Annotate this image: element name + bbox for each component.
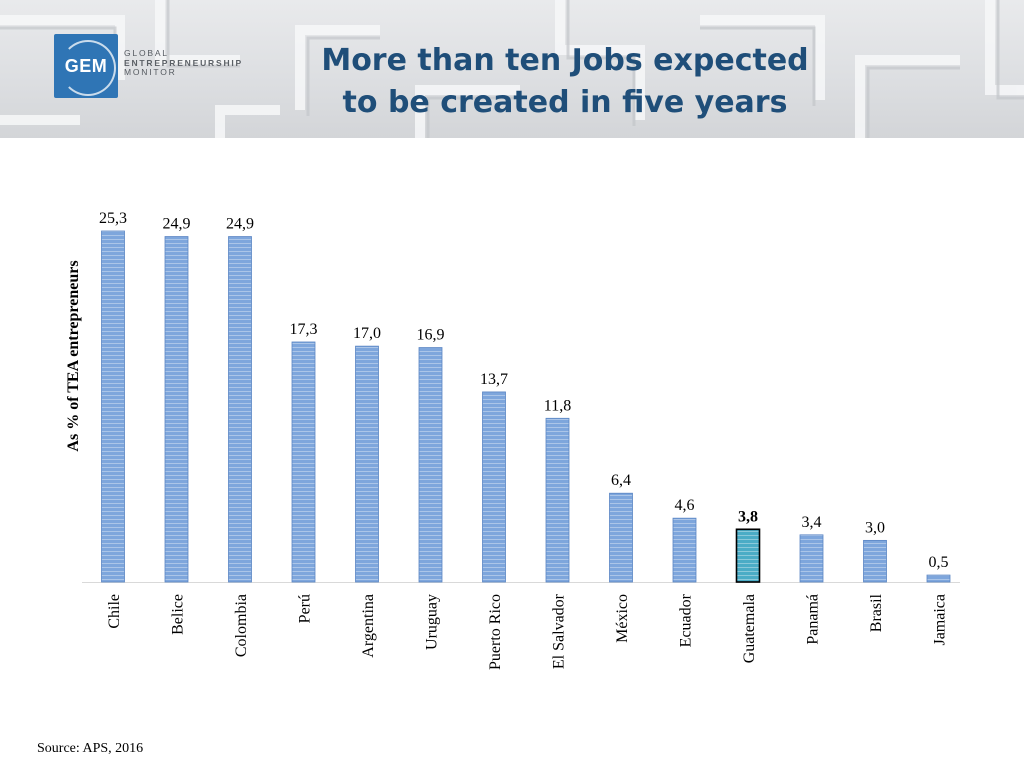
bar-per- [291,341,316,583]
bar-el-salvador [545,417,570,583]
category-label-guatemala: Guatemala [741,594,758,663]
data-label-per-: 17,3 [290,321,318,338]
data-label-jamaica: 0,5 [929,554,949,571]
data-label-uruguay: 16,9 [417,327,445,344]
category-label-belice: Belice [170,594,187,635]
data-label-m-xico: 6,4 [611,472,631,489]
bar-uruguay [418,347,443,583]
title-line-1: More than ten Jobs expected [321,43,809,78]
data-label-brasil: 3,0 [865,519,885,536]
data-label-puerto-rico: 13,7 [480,371,508,388]
data-label-argentina: 17,0 [353,325,381,342]
source-note: Source: APS, 2016 [37,741,144,756]
slide-title: More than ten Jobs expected to be create… [260,40,870,124]
y-axis-label: As % of TEA entrepreneurs [65,260,82,451]
bar-m-xico [609,492,633,583]
category-label-el-salvador: El Salvador [551,593,568,669]
category-label-chile: Chile [106,594,123,629]
category-label-argentina: Argentina [360,594,377,658]
logo-word-1: GLOBAL [124,48,169,58]
data-label-belice: 24,9 [163,216,191,233]
data-label-chile: 25,3 [99,210,127,227]
category-label-panam-: Panamá [805,594,822,645]
bar-chile [101,230,125,583]
category-label-brasil: Brasil [868,593,885,632]
category-label-per-: Perú [297,594,314,623]
bar-guatemala [735,528,761,583]
title-line-2: to be created in five years [342,85,788,120]
logo-word-3: MONITOR [124,67,177,77]
category-label-uruguay: Uruguay [424,594,441,650]
logo-wordmark: GLOBAL ENTREPRENEURSHIP MONITOR [124,48,244,78]
category-label-colombia: Colombia [233,594,250,657]
data-label-el-salvador: 11,8 [544,397,571,414]
bar-panam- [799,534,824,583]
data-label-ecuador: 4,6 [675,497,695,514]
data-label-colombia: 24,9 [226,216,254,233]
gem-logo: GEM [54,34,118,98]
data-label-guatemala: 3,8 [738,508,758,525]
bar-brasil [863,539,887,583]
bar-ecuador [672,517,697,583]
logo-ring-icon [60,40,116,96]
bar-colombia [228,236,252,583]
category-label-m-xico: México [614,594,631,643]
bar-belice [164,236,189,583]
bar-argentina [355,345,379,583]
category-label-jamaica: Jamaica [932,594,949,646]
bar-jamaica [926,574,951,583]
bar-puerto-rico [482,391,506,583]
data-label-panam-: 3,4 [802,514,822,531]
category-label-ecuador: Ecuador [678,593,695,647]
category-label-puerto-rico: Puerto Rico [487,594,504,670]
logo-word-2: ENTREPRENEURSHIP [124,57,244,68]
slide-header: GEM GLOBAL ENTREPRENEURSHIP MONITOR More… [0,0,1024,138]
